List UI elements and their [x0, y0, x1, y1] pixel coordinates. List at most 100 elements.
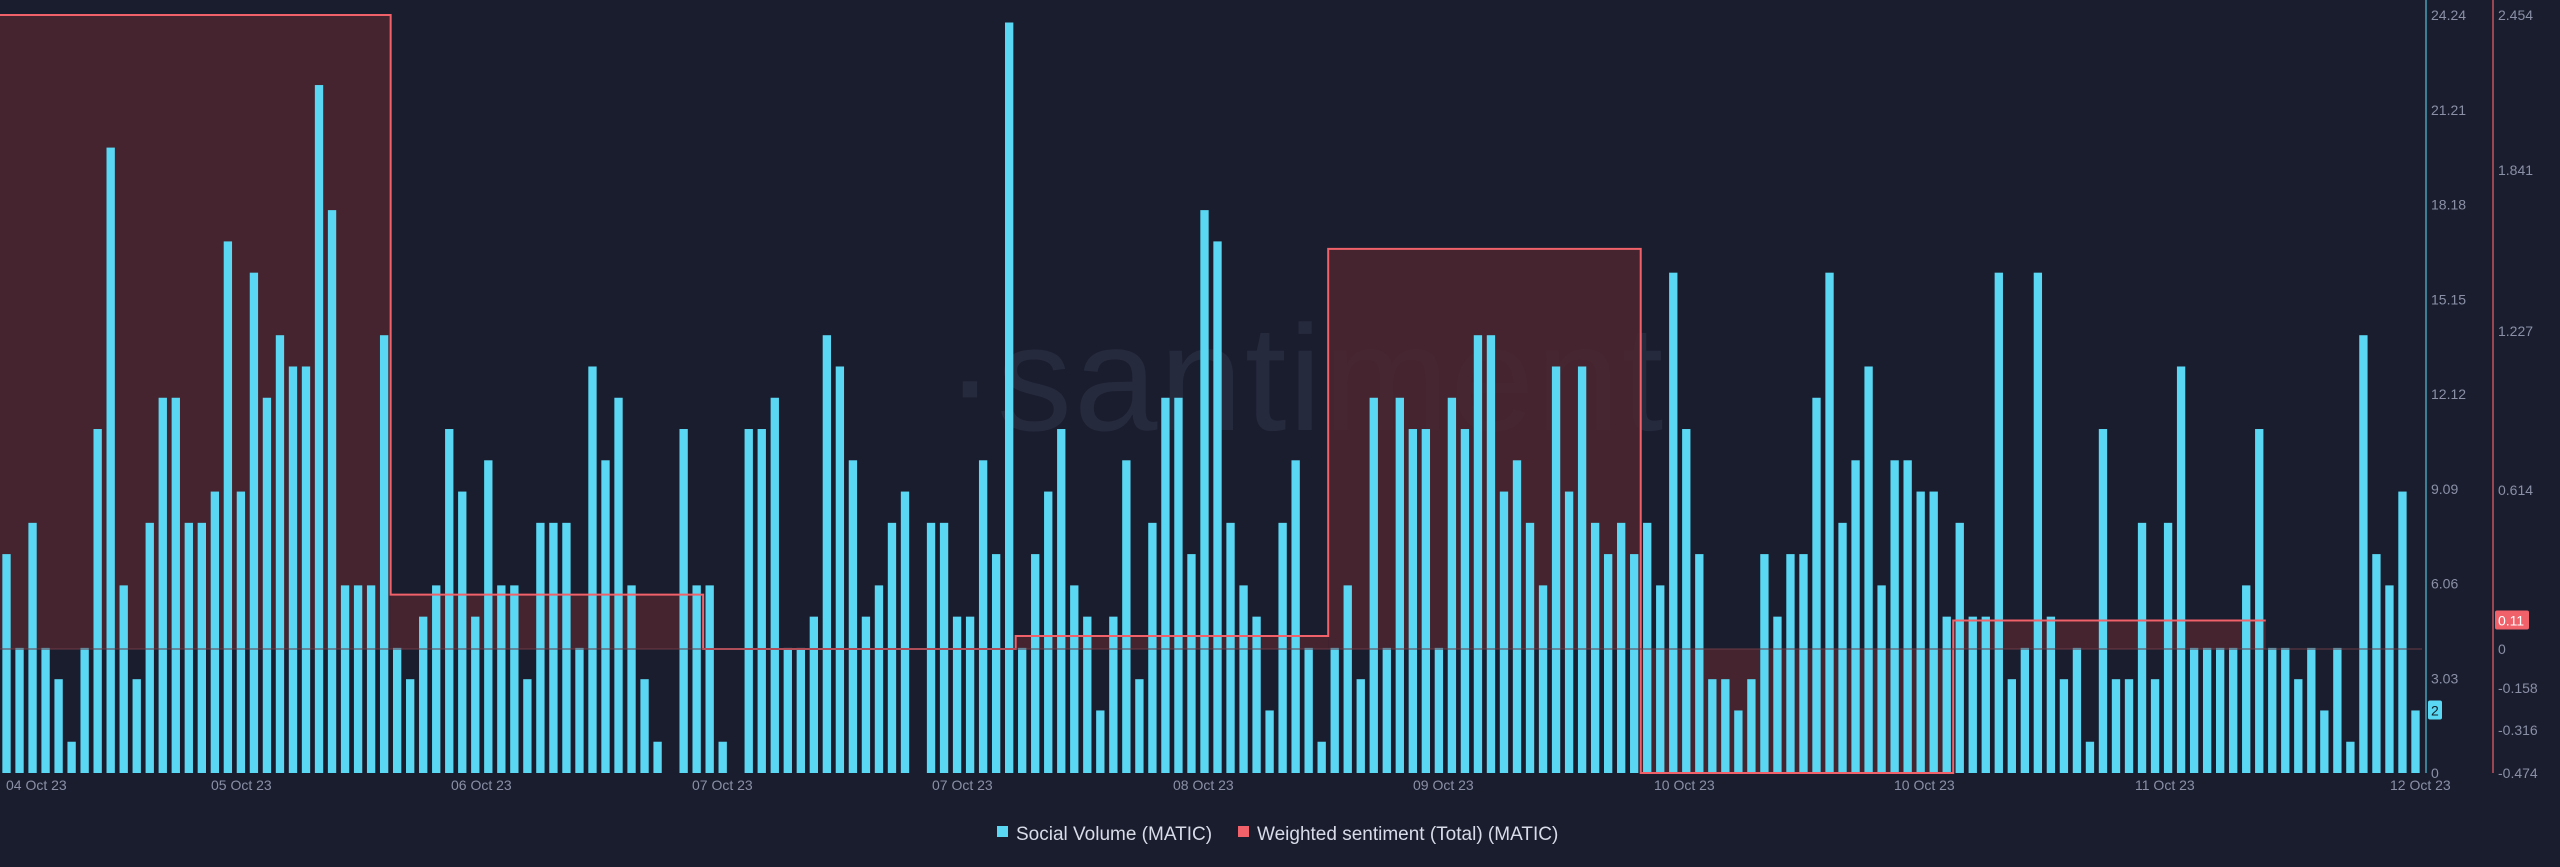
- social-volume-bar[interactable]: [1460, 429, 1470, 773]
- social-volume-bar[interactable]: [1122, 460, 1131, 773]
- social-volume-bar[interactable]: [510, 585, 519, 773]
- social-volume-bar[interactable]: [1343, 585, 1352, 773]
- social-volume-bar[interactable]: [627, 585, 636, 773]
- social-volume-bar[interactable]: [458, 491, 467, 773]
- social-volume-bar[interactable]: [353, 585, 363, 773]
- social-volume-bar[interactable]: [1603, 554, 1613, 773]
- social-volume-bar[interactable]: [2242, 585, 2251, 773]
- social-volume-bar[interactable]: [809, 616, 819, 773]
- social-volume-bar[interactable]: [2033, 272, 2043, 773]
- social-volume-bar[interactable]: [1825, 272, 1834, 773]
- social-volume-bar[interactable]: [275, 335, 285, 773]
- legend-label-social-volume[interactable]: Social Volume (MATIC): [1016, 824, 1212, 845]
- social-volume-bar[interactable]: [588, 366, 597, 773]
- social-volume-bar[interactable]: [1382, 647, 1391, 773]
- social-volume-bar[interactable]: [1942, 616, 1951, 773]
- social-volume-bar[interactable]: [145, 522, 154, 773]
- social-volume-bar[interactable]: [1486, 335, 1496, 773]
- social-volume-bar[interactable]: [1174, 397, 1183, 773]
- social-volume-bar[interactable]: [978, 460, 988, 773]
- social-volume-bar[interactable]: [106, 147, 115, 773]
- social-volume-bar[interactable]: [1656, 585, 1665, 773]
- social-volume-bar[interactable]: [2202, 647, 2212, 773]
- social-volume-bar[interactable]: [1760, 554, 1769, 773]
- social-volume-bar[interactable]: [432, 585, 441, 773]
- social-volume-bar[interactable]: [1877, 585, 1886, 773]
- social-volume-bar[interactable]: [1473, 335, 1483, 773]
- social-volume-bar[interactable]: [848, 460, 858, 773]
- social-volume-bar[interactable]: [2307, 647, 2316, 773]
- social-volume-bar[interactable]: [1148, 522, 1157, 773]
- social-volume-bar[interactable]: [2072, 647, 2082, 773]
- social-volume-bar[interactable]: [1278, 522, 1287, 773]
- social-volume-bar[interactable]: [445, 429, 454, 773]
- social-volume-bar[interactable]: [1004, 22, 1014, 774]
- social-volume-bar[interactable]: [952, 616, 962, 773]
- social-volume-bar[interactable]: [1109, 616, 1118, 773]
- social-volume-bar[interactable]: [770, 397, 779, 773]
- social-volume-bar[interactable]: [1213, 241, 1222, 773]
- social-volume-bar[interactable]: [2398, 491, 2407, 773]
- social-volume-bar[interactable]: [2255, 429, 2264, 773]
- social-volume-bar[interactable]: [2189, 647, 2199, 773]
- social-volume-bar[interactable]: [2320, 710, 2329, 773]
- social-volume-bar[interactable]: [1044, 491, 1053, 773]
- social-volume-bar[interactable]: [1083, 616, 1092, 773]
- social-volume-bar[interactable]: [1838, 522, 1847, 773]
- social-volume-bar[interactable]: [1734, 710, 1743, 773]
- social-volume-bar[interactable]: [601, 460, 610, 773]
- social-volume-bar[interactable]: [796, 647, 805, 773]
- social-volume-bar[interactable]: [640, 679, 649, 773]
- social-volume-bar[interactable]: [171, 397, 180, 773]
- social-volume-bar[interactable]: [1590, 522, 1600, 773]
- social-volume-bar[interactable]: [2215, 647, 2225, 773]
- social-volume-bar[interactable]: [575, 647, 584, 773]
- social-volume-bar[interactable]: [1903, 460, 1912, 773]
- social-volume-bar[interactable]: [2346, 741, 2355, 773]
- social-volume-bar[interactable]: [262, 397, 272, 773]
- social-volume-bar[interactable]: [1708, 679, 1717, 773]
- social-volume-bar[interactable]: [1786, 554, 1795, 773]
- social-volume-bar[interactable]: [822, 335, 832, 773]
- social-volume-bar[interactable]: [1916, 491, 1925, 773]
- social-volume-bar[interactable]: [692, 585, 701, 773]
- social-volume-bar[interactable]: [1239, 585, 1248, 773]
- social-volume-bar[interactable]: [2, 554, 11, 773]
- social-volume-bar[interactable]: [887, 522, 897, 773]
- social-volume-bar[interactable]: [1981, 616, 1990, 773]
- social-volume-bar[interactable]: [1135, 679, 1144, 773]
- social-volume-bar[interactable]: [2046, 616, 2056, 773]
- social-volume-bar[interactable]: [471, 616, 480, 773]
- social-volume-bar[interactable]: [223, 241, 233, 773]
- social-volume-bar[interactable]: [1955, 522, 1964, 773]
- social-volume-bar[interactable]: [1265, 710, 1274, 773]
- social-volume-bar[interactable]: [1070, 585, 1079, 773]
- social-volume-bar[interactable]: [2333, 647, 2342, 773]
- social-volume-bar[interactable]: [653, 741, 662, 773]
- social-volume-bar[interactable]: [2163, 522, 2173, 773]
- social-volume-bar[interactable]: [1187, 554, 1196, 773]
- social-volume-bar[interactable]: [2372, 554, 2381, 773]
- social-volume-bar[interactable]: [1864, 366, 1873, 773]
- social-volume-bar[interactable]: [1617, 522, 1626, 773]
- social-volume-bar[interactable]: [158, 397, 167, 773]
- social-volume-bar[interactable]: [1161, 397, 1170, 773]
- social-volume-bar[interactable]: [1773, 616, 1782, 773]
- social-volume-bar[interactable]: [718, 741, 727, 773]
- social-volume-bar[interactable]: [2124, 679, 2134, 773]
- social-volume-bar[interactable]: [1369, 397, 1378, 773]
- social-volume-bar[interactable]: [392, 647, 402, 773]
- social-volume-bar[interactable]: [2098, 429, 2108, 773]
- social-volume-bar[interactable]: [562, 522, 571, 773]
- social-volume-bar[interactable]: [1721, 679, 1730, 773]
- social-volume-bar[interactable]: [1434, 647, 1444, 773]
- social-volume-bar[interactable]: [54, 679, 63, 773]
- social-volume-bar[interactable]: [1525, 522, 1535, 773]
- social-volume-bar[interactable]: [1252, 616, 1261, 773]
- social-volume-bar[interactable]: [366, 585, 376, 773]
- social-volume-bar[interactable]: [1200, 210, 1209, 773]
- social-volume-bar[interactable]: [2385, 585, 2394, 773]
- social-volume-bar[interactable]: [1395, 397, 1404, 773]
- social-volume-bar[interactable]: [1096, 710, 1105, 773]
- social-volume-bar[interactable]: [900, 491, 910, 773]
